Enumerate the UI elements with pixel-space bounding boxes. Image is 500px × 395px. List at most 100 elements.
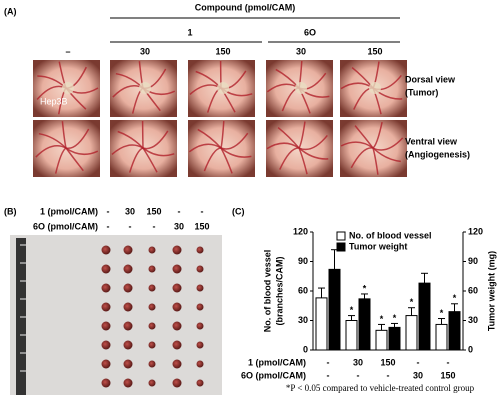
tumor bbox=[172, 264, 182, 274]
tumor bbox=[101, 245, 111, 255]
x-tick-label: 150 bbox=[380, 357, 395, 367]
vessel bbox=[128, 147, 144, 173]
vessel bbox=[61, 121, 67, 149]
y-axis-label: No. of blood vessel bbox=[262, 250, 272, 333]
vessel bbox=[117, 130, 144, 149]
tumor bbox=[196, 379, 204, 387]
dose-label: - bbox=[107, 206, 110, 216]
dose-label: - bbox=[201, 206, 204, 216]
vessel bbox=[372, 147, 401, 163]
tumor bbox=[148, 284, 156, 292]
y2-tick-label: 120 bbox=[468, 226, 483, 236]
x-tick-label: - bbox=[387, 370, 390, 380]
bar bbox=[345, 320, 358, 351]
y-tick-label: 0 bbox=[303, 344, 308, 354]
x-tick-label: - bbox=[357, 370, 360, 380]
bar bbox=[375, 329, 388, 351]
x-row-label: 1 (pmol/CAM) bbox=[248, 357, 306, 367]
tumor bbox=[196, 360, 204, 368]
tumor bbox=[369, 82, 381, 94]
tumor bbox=[196, 246, 204, 254]
x-tick-label: 150 bbox=[440, 370, 455, 380]
tumor bbox=[148, 360, 156, 368]
row-label: Dorsal view bbox=[405, 74, 456, 84]
y-tick-label: 90 bbox=[298, 256, 308, 266]
legend-swatch bbox=[336, 242, 346, 252]
legend-label: No. of blood vessel bbox=[349, 230, 432, 240]
footnote: *P < 0.05 compared to vehicle-treated co… bbox=[286, 383, 475, 393]
vessel bbox=[354, 125, 374, 149]
y2-axis-label: Tumor weight (mg) bbox=[486, 251, 496, 331]
tumor bbox=[196, 303, 204, 311]
tumor bbox=[101, 302, 111, 312]
column-label: 30 bbox=[140, 46, 150, 56]
significance: * bbox=[410, 297, 414, 307]
vessel bbox=[35, 145, 67, 158]
tumor bbox=[123, 378, 133, 388]
vessel bbox=[142, 147, 175, 157]
tumor-grid: 1 (pmol/CAM) -30 150- -6O (pmol/CAM) - - -30 15… bbox=[20, 206, 210, 388]
y-axis-label: (branches/CAM) bbox=[274, 256, 284, 325]
panel-label: (A) bbox=[4, 6, 17, 16]
vessel bbox=[277, 126, 300, 149]
row-label: (Tumor) bbox=[405, 87, 438, 97]
vessel bbox=[188, 143, 222, 153]
bar bbox=[328, 268, 341, 351]
significance: * bbox=[440, 308, 444, 318]
tumor bbox=[217, 82, 229, 94]
y2-tick-label: 30 bbox=[468, 315, 478, 325]
dose-label: 150 bbox=[146, 206, 161, 216]
vessel bbox=[142, 147, 158, 173]
vessel bbox=[298, 147, 308, 175]
vessel bbox=[111, 144, 144, 156]
vessel bbox=[372, 147, 379, 175]
row-label: Ventral view bbox=[405, 136, 458, 146]
bar bbox=[448, 311, 461, 351]
dose-label: - bbox=[107, 221, 110, 231]
tumor bbox=[172, 359, 182, 369]
y2-tick-label: 60 bbox=[468, 285, 478, 295]
dose-label: 150 bbox=[194, 221, 209, 231]
tumor bbox=[148, 322, 156, 330]
vessel bbox=[54, 147, 67, 174]
tumor bbox=[172, 283, 182, 293]
tumor bbox=[123, 283, 133, 293]
dose-label: - bbox=[129, 221, 132, 231]
bar bbox=[358, 298, 371, 351]
tumor bbox=[101, 264, 111, 274]
tumor bbox=[148, 341, 156, 349]
vessel bbox=[298, 134, 328, 151]
tumor bbox=[148, 246, 156, 254]
legend-label: Tumor weight bbox=[349, 241, 407, 251]
tumor bbox=[196, 284, 204, 292]
vessel bbox=[142, 130, 169, 150]
bar bbox=[418, 282, 431, 351]
x-row-label: 6O (pmol/CAM) bbox=[241, 370, 306, 380]
column-label: 150 bbox=[215, 46, 230, 56]
group-label: 6O bbox=[304, 27, 316, 37]
tumor bbox=[123, 245, 133, 255]
vessel bbox=[197, 128, 222, 149]
tumor bbox=[101, 340, 111, 350]
significance: * bbox=[453, 293, 457, 303]
tumor bbox=[101, 359, 111, 369]
photo-grid: – 30 150 30 150 Hep3B bbox=[33, 46, 407, 177]
vessel bbox=[203, 147, 222, 172]
x-tick-label: - bbox=[417, 357, 420, 367]
tumor bbox=[196, 322, 204, 330]
vessel bbox=[298, 121, 306, 149]
dose-label: 30 bbox=[125, 206, 135, 216]
tumor bbox=[123, 264, 133, 274]
tumor bbox=[148, 303, 156, 311]
panel-label: (B) bbox=[4, 206, 17, 216]
group-label: 1 bbox=[187, 27, 192, 37]
vessel bbox=[372, 137, 404, 151]
x-tick-label: - bbox=[447, 357, 450, 367]
tumor bbox=[148, 265, 156, 273]
tumor bbox=[196, 341, 204, 349]
dose-label: - bbox=[178, 206, 181, 216]
tumor bbox=[123, 321, 133, 331]
column-label: – bbox=[65, 46, 70, 56]
